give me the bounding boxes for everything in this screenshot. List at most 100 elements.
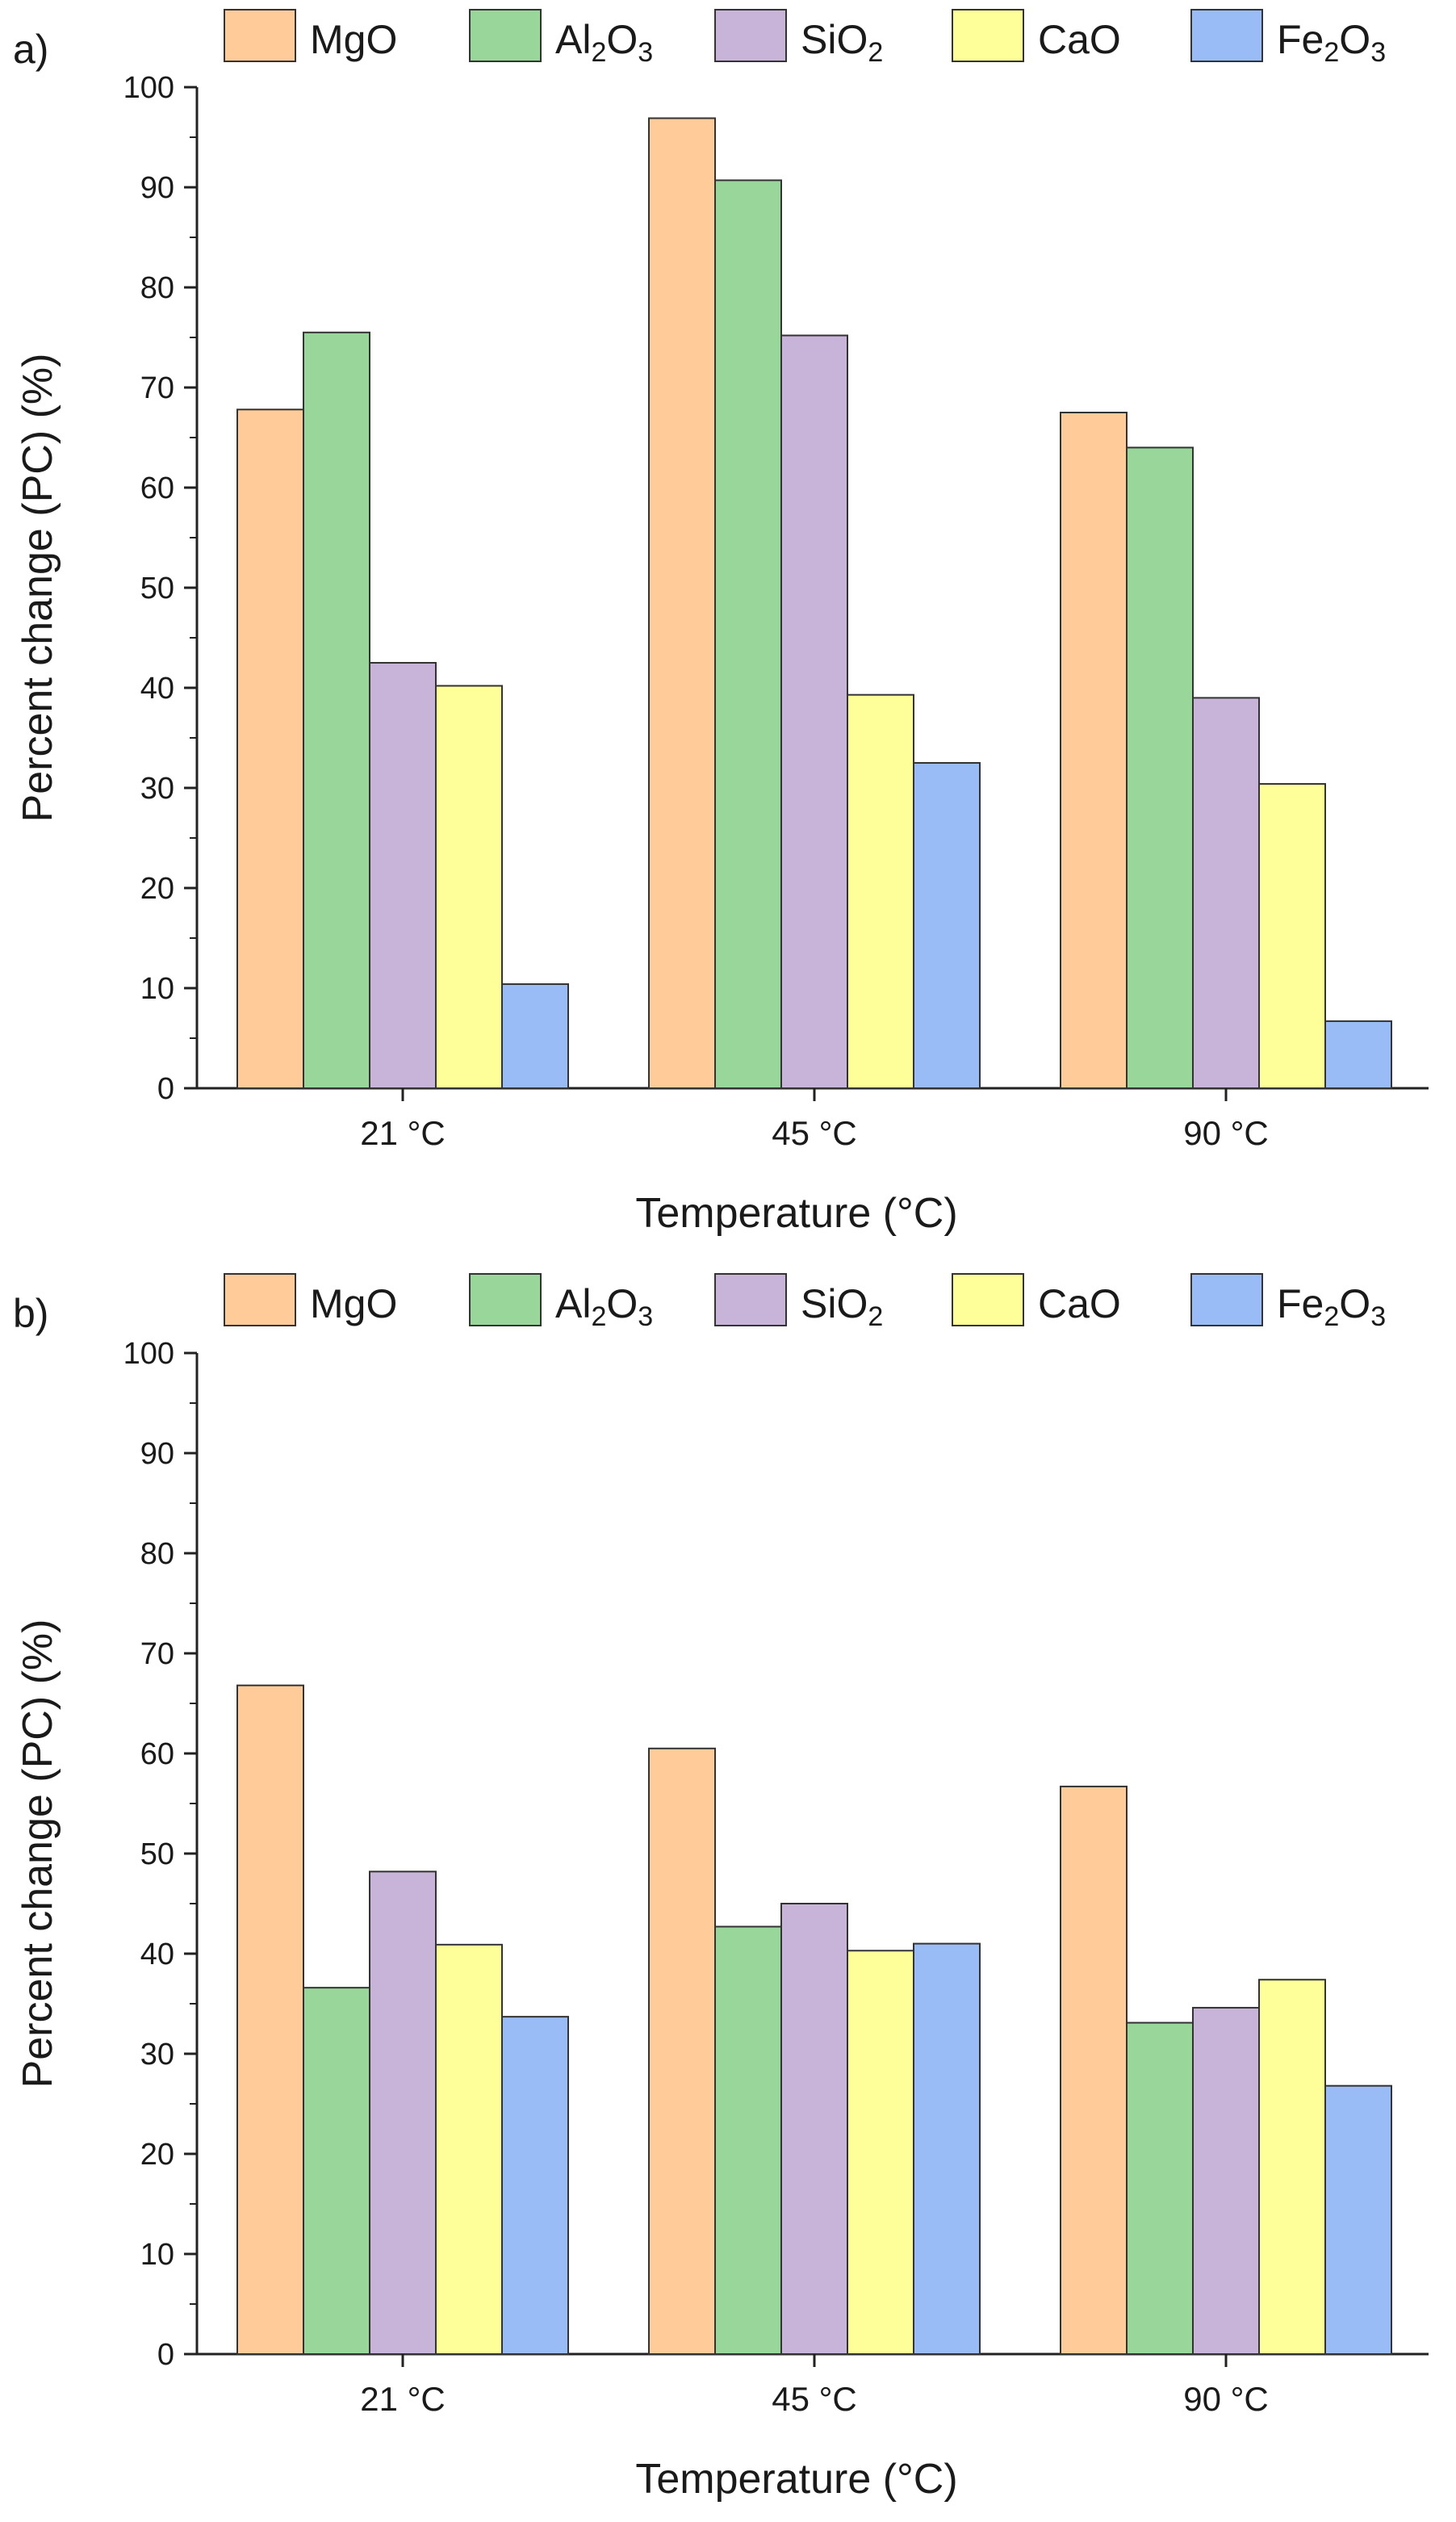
legend-label-cao: CaO <box>1038 1281 1121 1326</box>
legend-label-sio2: SiO2 <box>801 1281 883 1332</box>
y-tick-label: 70 <box>140 1637 174 1671</box>
legend-swatch-fe2o3 <box>1190 9 1263 62</box>
y-tick-label: 30 <box>140 2038 174 2072</box>
x-tick-label: 45 °C <box>772 1114 857 1152</box>
legend-swatch-mgo <box>224 1273 296 1326</box>
bar-mgo-21-c <box>236 1684 304 2355</box>
legend-swatch-cao <box>952 9 1024 62</box>
bar-group-45-c <box>648 117 981 1090</box>
y-tick-label: 60 <box>140 471 174 505</box>
y-tick-label: 80 <box>140 271 174 305</box>
bar-cao-21-c <box>435 685 503 1090</box>
x-tick-label: 21 °C <box>360 1114 446 1152</box>
y-tick-label: 40 <box>140 672 174 706</box>
y-tick-label: 10 <box>140 2238 174 2272</box>
bar-al2o3-21-c <box>303 331 370 1089</box>
bar-group-90-c <box>1060 412 1392 1090</box>
legend-swatch-al2o3 <box>469 9 542 62</box>
bar-sio2-45-c <box>780 1903 848 2355</box>
x-axis-title: Temperature (°C) <box>635 2456 957 2503</box>
bar-mgo-21-c <box>236 408 304 1089</box>
legend-swatch-sio2 <box>714 9 787 62</box>
legend-item-cao: CaO <box>952 9 1121 62</box>
x-tick-label: 90 °C <box>1183 2380 1269 2418</box>
y-tick-label: 0 <box>157 1072 174 1106</box>
bar-cao-21-c <box>435 1943 503 2356</box>
y-tick-label: 90 <box>140 171 174 205</box>
x-tick-label: 21 °C <box>360 2380 446 2418</box>
bar-mgo-90-c <box>1060 412 1128 1089</box>
bar-fe2o3-45-c <box>913 762 981 1089</box>
bar-fe2o3-90-c <box>1324 2084 1392 2355</box>
legend-label-fe2o3: Fe2O3 <box>1277 1281 1386 1332</box>
y-tick-label: 70 <box>140 371 174 405</box>
legend-item-sio2: SiO2 <box>714 9 883 68</box>
bar-sio2-90-c <box>1192 697 1260 1090</box>
bar-al2o3-45-c <box>714 179 782 1090</box>
legend-item-fe2o3: Fe2O3 <box>1190 9 1386 68</box>
bar-sio2-90-c <box>1192 2006 1260 2355</box>
bar-al2o3-90-c <box>1126 2021 1194 2356</box>
legend-label-fe2o3: Fe2O3 <box>1277 17 1386 68</box>
legend-item-fe2o3: Fe2O3 <box>1190 1273 1386 1332</box>
panel-a: a) MgO Al2O3 SiO2 CaO Fe2O3 0 10 20 30 40 50 60 70 80 9… <box>13 9 1429 1237</box>
legend-label-cao: CaO <box>1038 17 1121 62</box>
legend-item-cao: CaO <box>952 1273 1121 1326</box>
legend-item-mgo: MgO <box>224 1273 397 1326</box>
legend-item-mgo: MgO <box>224 9 397 62</box>
panel-label: b) <box>13 1291 48 1336</box>
bar-group-90-c <box>1060 1785 1392 2356</box>
bar-sio2-21-c <box>369 1871 437 2356</box>
bar-al2o3-21-c <box>303 1987 370 2355</box>
y-tick-label: 20 <box>140 2138 174 2172</box>
bar-cao-45-c <box>847 1950 914 2356</box>
y-tick-label: 90 <box>140 1437 174 1471</box>
legend-swatch-al2o3 <box>469 1273 542 1326</box>
x-tick-label: 45 °C <box>772 2380 857 2418</box>
y-tick-label: 20 <box>140 872 174 906</box>
bar-fe2o3-21-c <box>501 2016 569 2356</box>
bar-mgo-90-c <box>1060 1785 1128 2355</box>
bar-cao-90-c <box>1258 1979 1326 2355</box>
legend: MgO Al2O3 SiO2 CaO Fe2O3 <box>224 9 1386 68</box>
y-tick-label: 30 <box>140 772 174 806</box>
bar-al2o3-90-c <box>1126 446 1194 1089</box>
bar-group-45-c <box>648 1747 981 2356</box>
bar-cao-90-c <box>1258 783 1326 1089</box>
y-tick-label: 100 <box>123 71 174 105</box>
legend-swatch-fe2o3 <box>1190 1273 1263 1326</box>
legend-label-sio2: SiO2 <box>801 17 883 68</box>
bar-fe2o3-21-c <box>501 983 569 1090</box>
x-tick-label: 90 °C <box>1183 1114 1269 1152</box>
bar-sio2-45-c <box>780 334 848 1089</box>
y-tick-label: 50 <box>140 572 174 605</box>
bar-mgo-45-c <box>648 1747 716 2356</box>
bar-group-21-c <box>236 1684 569 2356</box>
legend-item-al2o3: Al2O3 <box>469 1273 653 1332</box>
legend-swatch-sio2 <box>714 1273 787 1326</box>
bar-mgo-45-c <box>648 117 716 1090</box>
bar-group-21-c <box>236 331 569 1090</box>
panel-label: a) <box>13 27 48 72</box>
y-tick-label: 40 <box>140 1938 174 1971</box>
x-axis-title: Temperature (°C) <box>635 1190 957 1237</box>
bar-sio2-21-c <box>369 662 437 1089</box>
legend-item-al2o3: Al2O3 <box>469 9 653 68</box>
y-axis-title: Percent change (PC) (%) <box>15 1619 61 2088</box>
legend: MgO Al2O3 SiO2 CaO Fe2O3 <box>224 1273 1386 1332</box>
legend-label-mgo: MgO <box>310 1281 397 1326</box>
y-tick-label: 100 <box>123 1337 174 1371</box>
legend-swatch-mgo <box>224 9 296 62</box>
bar-cao-45-c <box>847 693 914 1089</box>
y-tick-label: 10 <box>140 972 174 1006</box>
legend-label-al2o3: Al2O3 <box>555 17 653 68</box>
y-axis-title: Percent change (PC) (%) <box>15 354 61 823</box>
y-tick-label: 80 <box>140 1537 174 1571</box>
legend-label-al2o3: Al2O3 <box>555 1281 653 1332</box>
legend-item-sio2: SiO2 <box>714 1273 883 1332</box>
y-tick-label: 50 <box>140 1837 174 1871</box>
legend-swatch-cao <box>952 1273 1024 1326</box>
bar-fe2o3-45-c <box>913 1942 981 2356</box>
bar-al2o3-45-c <box>714 1925 782 2355</box>
